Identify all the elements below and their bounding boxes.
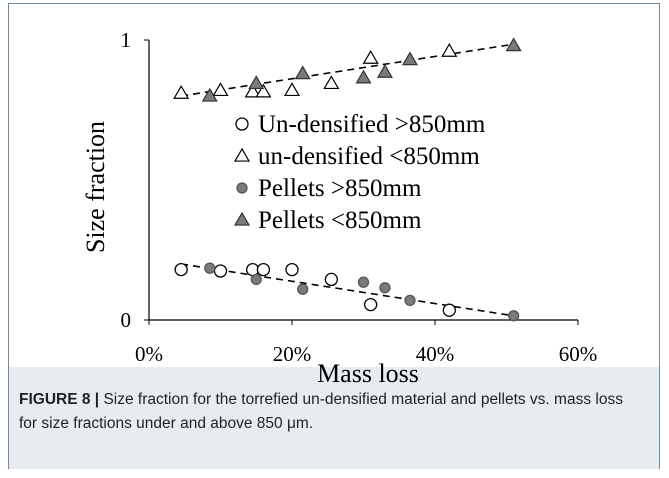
x-tick-label: 40% (416, 342, 455, 366)
point-pellets-850mm (250, 273, 262, 286)
point-un-densified-850mm (255, 83, 272, 98)
point-pellets-850mm (401, 51, 419, 66)
axes: Size fraction Mass loss (81, 40, 578, 388)
point-un-densified-850mm (323, 75, 340, 90)
point-pellets-850mm (508, 310, 520, 322)
y-tick-label: 0 (121, 308, 132, 332)
legend-marker (233, 211, 251, 226)
caption-label: FIGURE 8 | (19, 391, 100, 408)
point-un-densified-850mm (212, 82, 229, 97)
point-un-densified-850mm (256, 262, 271, 277)
legend-marker (233, 147, 251, 162)
point-pellets-850mm (201, 87, 218, 102)
point-un-densified-850mm (173, 85, 190, 99)
y-tick-label: 1 (121, 28, 132, 52)
legend-label: Pellets <850mm (258, 207, 422, 234)
point-un-densified-850mm (442, 303, 456, 317)
point-un-densified-850mm (244, 83, 261, 98)
legend-marker (236, 182, 248, 194)
point-un-densified-850mm (363, 297, 378, 312)
trendlines (181, 43, 514, 317)
caption-text: Size fraction for the torrefied un-densi… (19, 391, 623, 432)
point-pellets-850mm (357, 276, 370, 288)
legend-label: Un-densified >850mm (258, 111, 486, 138)
figure-caption: FIGURE 8 | Size fraction for the torrefi… (19, 388, 644, 436)
point-pellets-850mm (376, 64, 393, 78)
point-pellets-850mm (294, 65, 311, 80)
ticks: 0% 20% 40% 60% 0 1 (121, 28, 598, 366)
legend-label: un-densified <850mm (258, 143, 480, 170)
legend-marker (235, 117, 249, 131)
point-pellets-850mm (204, 262, 216, 274)
x-tick-label: 0% (135, 342, 163, 366)
point-un-densified-850mm (362, 50, 379, 64)
x-tick-label: 20% (273, 342, 312, 366)
x-tick-label: 60% (559, 342, 598, 366)
point-un-densified-850mm (441, 43, 458, 57)
x-axis-title: Mass loss (317, 359, 419, 388)
legend-label: Pellets >850mm (258, 175, 422, 202)
point-pellets-850mm (505, 37, 522, 52)
point-un-densified-850mm (285, 262, 299, 277)
point-un-densified-850mm (283, 82, 301, 97)
y-axis-title: Size fraction (81, 121, 110, 253)
point-pellets-850mm (404, 294, 416, 307)
point-un-densified-850mm (213, 264, 228, 278)
trendline (181, 43, 514, 97)
point-pellets-850mm (248, 75, 265, 90)
point-pellets-850mm (355, 69, 372, 84)
caption-panel (9, 367, 659, 469)
point-un-densified-850mm (324, 272, 338, 287)
point-pellets-850mm (379, 282, 391, 294)
legend: Un-densified >850mm un-densified <850mm Pe… (233, 111, 486, 234)
trendline (181, 263, 514, 317)
point-pellets-850mm (297, 283, 309, 295)
data-points (173, 37, 522, 322)
point-un-densified-850mm (174, 262, 188, 277)
